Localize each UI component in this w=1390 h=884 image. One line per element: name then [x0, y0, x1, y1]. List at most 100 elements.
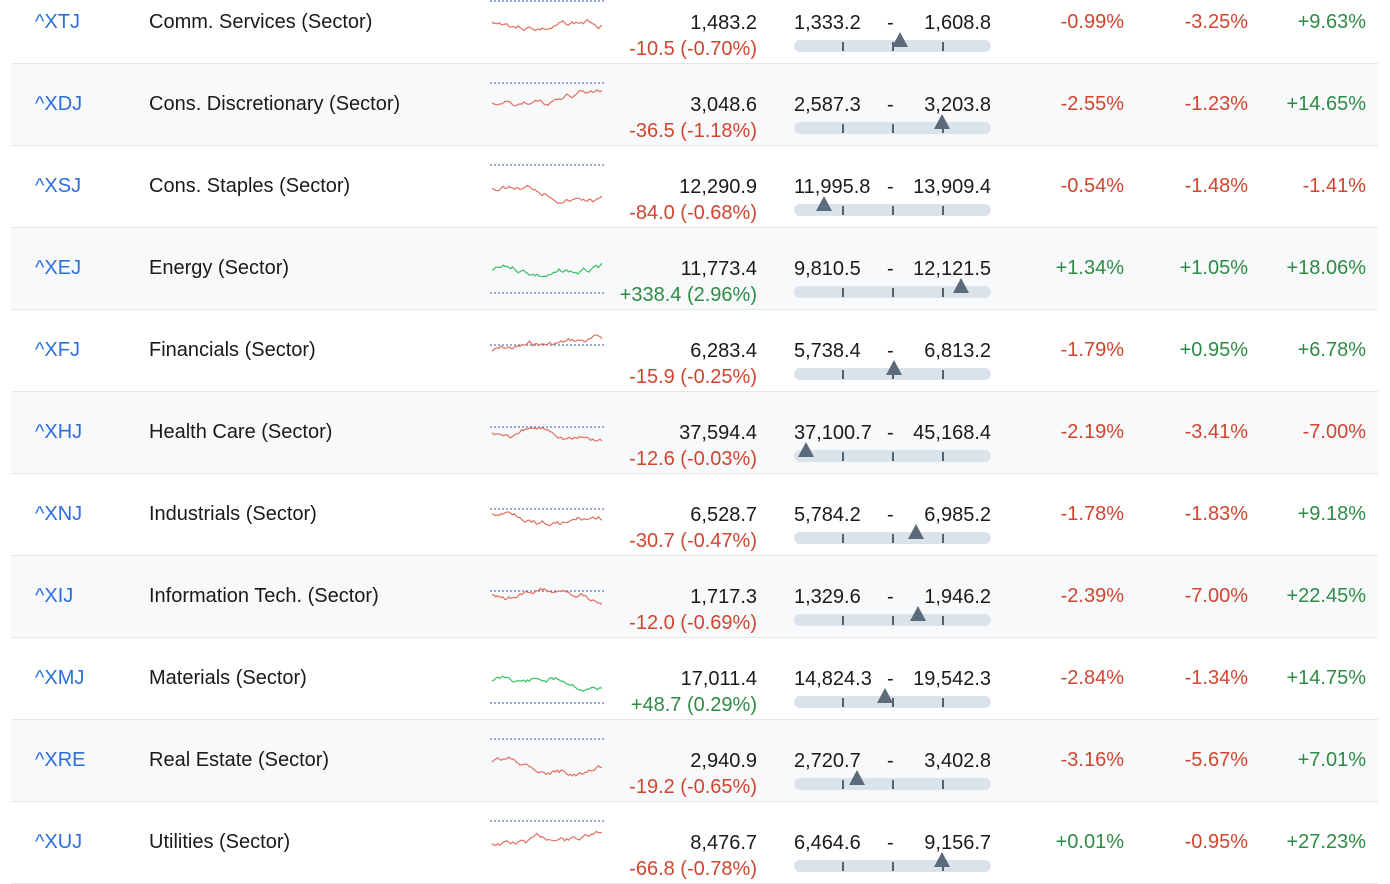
- sparkline-line: [491, 334, 603, 352]
- perf-col-2: +1.05%: [1179, 257, 1248, 279]
- range-tick: [942, 288, 944, 297]
- perf-col-3: +27.23%: [1286, 831, 1366, 853]
- range-tick: [842, 862, 844, 871]
- last-price: 2,940.9: [690, 750, 757, 772]
- range-marker: [934, 852, 950, 867]
- sector-name: Industrials (Sector): [149, 503, 317, 525]
- symbol-link[interactable]: ^XDJ: [35, 93, 83, 115]
- symbol-link[interactable]: ^XEJ: [35, 257, 82, 279]
- symbol-link[interactable]: ^XSJ: [35, 175, 82, 197]
- symbol-link[interactable]: ^XTJ: [35, 11, 80, 33]
- perf-col-2: -1.23%: [1184, 93, 1248, 115]
- range-marker: [934, 114, 950, 129]
- range-tick: [892, 698, 894, 707]
- price-change: -15.9 (-0.25%): [629, 366, 757, 388]
- range-marker: [877, 688, 893, 703]
- range-separator: -: [887, 176, 894, 198]
- range-tick: [842, 780, 844, 789]
- table-row[interactable]: ^XFJ Financials (Sector) 6,283.4 -15.9 (…: [11, 310, 1378, 392]
- table-row[interactable]: ^XHJ Health Care (Sector) 37,594.4 -12.6…: [11, 392, 1378, 474]
- symbol-link[interactable]: ^XNJ: [35, 503, 83, 525]
- range-tick: [942, 534, 944, 543]
- last-price: 12,290.9: [679, 176, 757, 198]
- sparkline-chart: [490, 164, 604, 204]
- range-separator: -: [887, 12, 894, 34]
- range-tick: [942, 370, 944, 379]
- price-change: -66.8 (-0.78%): [629, 858, 757, 880]
- perf-col-3: -7.00%: [1302, 421, 1366, 443]
- range-high: 12,121.5: [913, 258, 991, 280]
- table-row[interactable]: ^XMJ Materials (Sector) 17,011.4 +48.7 (…: [11, 638, 1378, 720]
- range-tick: [842, 206, 844, 215]
- range-high: 45,168.4: [913, 422, 991, 444]
- range-bar: [794, 32, 991, 52]
- perf-col-3: +14.75%: [1286, 667, 1366, 689]
- range-marker: [798, 442, 814, 457]
- price-change: -84.0 (-0.68%): [629, 202, 757, 224]
- range-low: 1,329.6: [794, 586, 861, 608]
- table-row[interactable]: ^XDJ Cons. Discretionary (Sector) 3,048.…: [11, 64, 1378, 146]
- sparkline-line: [491, 830, 603, 847]
- table-row[interactable]: ^XEJ Energy (Sector) 11,773.4 +338.4 (2.…: [11, 228, 1378, 310]
- sparkline-chart: [490, 820, 604, 847]
- range-marker: [892, 32, 908, 47]
- perf-col-1: -1.79%: [1060, 339, 1124, 361]
- last-price: 6,528.7: [690, 504, 757, 526]
- range-separator: -: [887, 668, 894, 690]
- range-low: 2,720.7: [794, 750, 861, 772]
- range-tick: [942, 42, 944, 51]
- table-row[interactable]: ^XSJ Cons. Staples (Sector) 12,290.9 -84…: [11, 146, 1378, 228]
- symbol-link[interactable]: ^XMJ: [35, 667, 85, 689]
- range-tick: [942, 698, 944, 707]
- range-separator: -: [887, 422, 894, 444]
- range-bar: [794, 196, 991, 216]
- sparkline-line: [491, 18, 603, 32]
- last-price: 3,048.6: [690, 94, 757, 116]
- sector-name: Cons. Staples (Sector): [149, 175, 351, 197]
- range-tick: [892, 780, 894, 789]
- range-marker: [910, 606, 926, 621]
- symbol-link[interactable]: ^XFJ: [35, 339, 80, 361]
- table-row[interactable]: ^XTJ Comm. Services (Sector) 1,483.2 -10…: [11, 0, 1378, 64]
- perf-col-3: +18.06%: [1286, 257, 1366, 279]
- symbol-link[interactable]: ^XIJ: [35, 585, 74, 607]
- range-high: 13,909.4: [913, 176, 991, 198]
- range-tick: [842, 698, 844, 707]
- range-low: 9,810.5: [794, 258, 861, 280]
- perf-col-2: +0.95%: [1179, 339, 1248, 361]
- sparkline-chart: [490, 508, 604, 527]
- perf-col-3: +7.01%: [1297, 749, 1366, 771]
- range-tick: [942, 206, 944, 215]
- perf-col-1: +1.34%: [1055, 257, 1124, 279]
- symbol-link[interactable]: ^XHJ: [35, 421, 83, 443]
- perf-col-3: +6.78%: [1297, 339, 1366, 361]
- range-separator: -: [887, 504, 894, 526]
- perf-col-2: -5.67%: [1184, 749, 1248, 771]
- perf-col-1: -3.16%: [1060, 749, 1124, 771]
- range-separator: -: [887, 340, 894, 362]
- symbol-link[interactable]: ^XUJ: [35, 831, 83, 853]
- table-row[interactable]: ^XRE Real Estate (Sector) 2,940.9 -19.2 …: [11, 720, 1378, 802]
- sparkline-chart: [490, 738, 604, 777]
- price-change: -10.5 (-0.70%): [629, 38, 757, 60]
- perf-col-3: +22.45%: [1286, 585, 1366, 607]
- table-row[interactable]: ^XUJ Utilities (Sector) 8,476.7 -66.8 (-…: [11, 802, 1378, 884]
- last-price: 17,011.4: [680, 668, 757, 690]
- price-change: -19.2 (-0.65%): [629, 776, 757, 798]
- last-price: 11,773.4: [680, 258, 757, 280]
- perf-col-3: +9.63%: [1297, 11, 1366, 33]
- symbol-link[interactable]: ^XRE: [35, 749, 86, 771]
- sector-name: Utilities (Sector): [149, 831, 291, 853]
- range-tick: [842, 616, 844, 625]
- perf-col-1: -0.99%: [1060, 11, 1124, 33]
- perf-col-3: -1.41%: [1302, 175, 1366, 197]
- price-change: +338.4 (2.96%): [619, 284, 757, 306]
- range-tick: [842, 288, 844, 297]
- perf-col-2: -3.25%: [1184, 11, 1248, 33]
- perf-col-1: -2.19%: [1060, 421, 1124, 443]
- range-tick: [842, 124, 844, 133]
- table-row[interactable]: ^XIJ Information Tech. (Sector) 1,717.3 …: [11, 556, 1378, 638]
- range-high: 3,203.8: [924, 94, 991, 116]
- table-row[interactable]: ^XNJ Industrials (Sector) 6,528.7 -30.7 …: [11, 474, 1378, 556]
- sector-name: Information Tech. (Sector): [149, 585, 379, 607]
